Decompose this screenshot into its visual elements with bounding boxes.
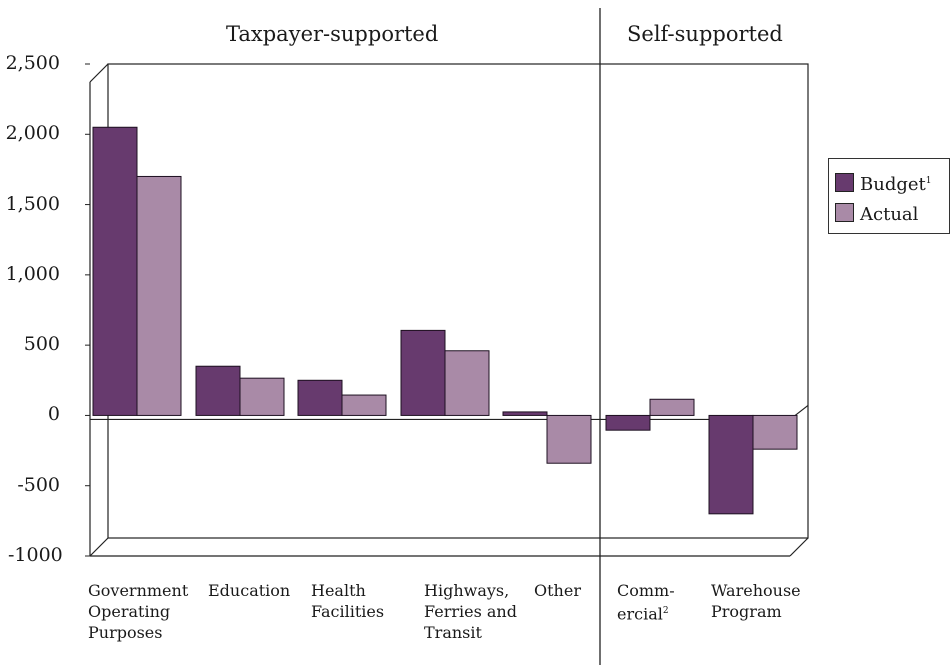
bar-budget-0 — [92, 126, 138, 416]
x-category-label: Other — [534, 581, 581, 600]
y-tick-label: -500 — [17, 473, 60, 496]
x-category-label: Warehouse Program — [711, 581, 801, 621]
legend-swatch-budget — [835, 173, 854, 192]
y-tick-label: 0 — [47, 403, 60, 426]
bar-actual-4 — [546, 414, 592, 464]
y-tick-label: 2,500 — [5, 52, 60, 74]
x-category-label: Health Facilities — [311, 581, 385, 621]
bar-budget-1 — [195, 365, 241, 416]
y-tick-label: 500 — [23, 333, 60, 356]
bar-actual-6 — [752, 414, 798, 450]
bars-group — [92, 126, 798, 515]
legend-swatch-actual — [835, 203, 854, 222]
bar-actual-2 — [341, 394, 387, 416]
y-tick-label: 1,500 — [5, 192, 60, 215]
y-tick-label: -1000 — [8, 544, 63, 566]
bar-budget-5 — [605, 414, 651, 431]
frame-edge-top-left — [89, 63, 109, 83]
x-category-label: Education — [208, 581, 291, 600]
bar-actual-0 — [136, 175, 182, 416]
bar-budget-2 — [297, 379, 343, 416]
back-wall — [107, 63, 809, 539]
section-label-1: Self-supported — [627, 22, 783, 46]
x-category-label: Government Operating Purposes — [88, 581, 189, 642]
bar-budget-4 — [502, 411, 548, 416]
bar-actual-5 — [649, 398, 695, 416]
legend-footnote-budget: 1 — [925, 176, 932, 186]
legend-item-budget: Budget1 — [835, 173, 932, 195]
x-category-label: Highways, Ferries and Transit — [424, 581, 517, 642]
legend: Budget1 Actual — [828, 158, 950, 234]
bar-budget-6 — [708, 414, 754, 515]
bar-budget-3 — [400, 329, 446, 416]
x-category-label: Comm-ercial2 — [617, 581, 675, 624]
floor-right-edge — [789, 537, 809, 557]
bar-actual-3 — [444, 350, 490, 416]
legend-item-actual: Actual — [835, 203, 918, 225]
y-tick-label: 2,000 — [5, 122, 60, 145]
floor-left-edge — [89, 537, 109, 557]
legend-label-actual: Actual — [860, 204, 919, 225]
bar-actual-1 — [239, 377, 285, 416]
section-label-0: Taxpayer-supported — [226, 22, 439, 46]
y-tick-label: 1,000 — [5, 262, 60, 285]
legend-label-budget: Budget — [860, 174, 926, 195]
chart-frame — [85, 8, 809, 665]
